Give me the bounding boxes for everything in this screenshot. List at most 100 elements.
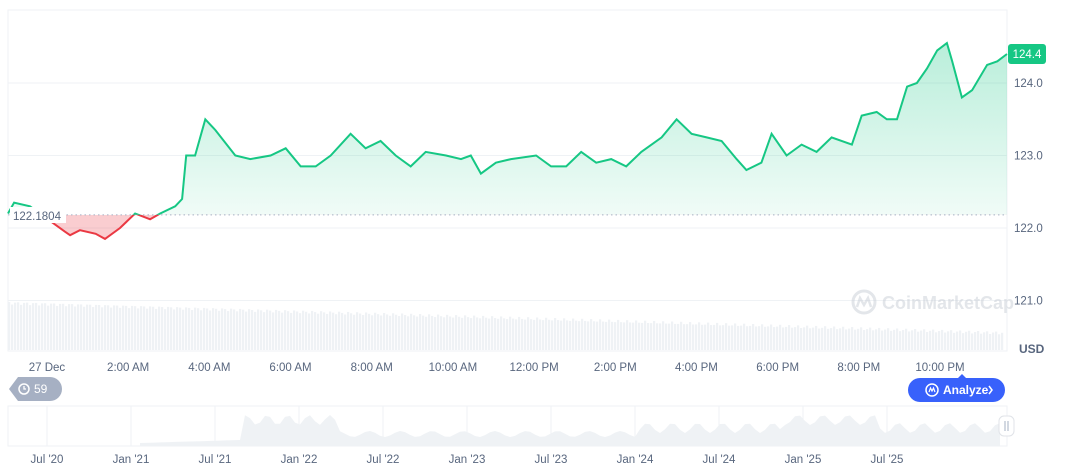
volume-bar <box>380 315 383 350</box>
volume-bar <box>248 309 251 350</box>
volume-bar <box>206 308 209 350</box>
volume-bar <box>413 315 416 350</box>
volume-bar <box>536 317 539 350</box>
navigator-tick-label: Jul '21 <box>199 454 232 466</box>
volume-bar <box>650 323 653 350</box>
volume-bar <box>629 322 632 350</box>
volume-bar <box>329 311 332 350</box>
analyze-icon <box>925 383 939 397</box>
volume-bar <box>482 315 485 350</box>
volume-bar <box>980 333 983 350</box>
volume-bar <box>167 306 170 350</box>
volume-bar <box>17 302 20 350</box>
volume-bar <box>326 313 329 350</box>
volume-bar <box>179 307 182 350</box>
volume-bar <box>995 331 998 350</box>
volume-bar <box>293 310 296 350</box>
x-tick-label: 2:00 AM <box>107 362 149 374</box>
volume-bar <box>746 326 749 350</box>
volume-bar <box>401 313 404 350</box>
volume-bar <box>518 316 521 350</box>
navigator[interactable]: Jul '20 Jan '21 Jul '21 Jan '22 Jul '22 Jan '… <box>7 405 1015 466</box>
volume-bar <box>344 314 347 350</box>
volume-bar <box>893 329 896 350</box>
volume-bar <box>812 327 815 350</box>
x-tick-label: 12:00 PM <box>509 362 558 374</box>
navigator-handle[interactable] <box>998 415 1015 437</box>
volume-bar <box>365 312 368 350</box>
volume-bar <box>467 317 470 350</box>
volume-bar <box>923 329 926 350</box>
volume-bar <box>857 328 860 350</box>
volume-bar <box>497 318 500 350</box>
volume-bar <box>515 319 518 350</box>
volume-bar <box>878 327 881 350</box>
volume-bar <box>14 302 17 350</box>
volume-bar <box>539 319 542 350</box>
volume-bar <box>113 305 116 350</box>
volume-bar <box>68 304 71 350</box>
x-tick-label: 6:00 AM <box>269 362 311 374</box>
volume-bar <box>377 314 380 350</box>
volume-bar <box>836 329 839 350</box>
x-tick-label: 2:00 PM <box>594 362 637 374</box>
history-badge[interactable]: 59 <box>9 377 62 401</box>
volume-bar <box>524 319 527 350</box>
volume-bar <box>359 313 362 350</box>
volume-bar <box>587 321 590 350</box>
volume-bar <box>845 329 848 350</box>
volume-bar <box>914 329 917 350</box>
volume-bar <box>734 323 737 350</box>
volume-bar <box>269 310 272 350</box>
volume-bar <box>683 324 686 350</box>
volume-bar <box>185 307 188 350</box>
volume-bar <box>626 320 629 350</box>
volume-bar <box>530 319 533 350</box>
volume-bar <box>461 317 464 350</box>
volume-bar <box>107 305 110 350</box>
volume-bar <box>485 317 488 350</box>
volume-bar <box>371 315 374 350</box>
volume-bar <box>374 312 377 350</box>
navigator-tick-label: Jul '20 <box>31 454 64 466</box>
volume-bar <box>761 324 764 350</box>
volume-bar <box>797 325 800 350</box>
volume-bar <box>572 318 575 350</box>
volume-bar <box>500 316 503 350</box>
volume-bar <box>335 314 338 350</box>
volume-bar <box>77 304 80 350</box>
volume-bar <box>266 309 269 350</box>
volume-bar <box>647 323 650 350</box>
volume-bar <box>818 328 821 350</box>
volume-bar <box>581 318 584 350</box>
volume-bar <box>614 322 617 350</box>
volume-bar <box>470 318 473 350</box>
volume-bar <box>974 332 977 350</box>
volume-bar <box>941 329 944 350</box>
volume-bar <box>41 303 44 350</box>
volume-bar <box>197 308 200 350</box>
volume-bar <box>11 304 14 350</box>
svg-text:CoinMarketCap: CoinMarketCap <box>882 293 1014 313</box>
volume-bar <box>86 304 89 350</box>
volume-bar <box>842 326 845 350</box>
analyze-button[interactable]: Analyze <box>908 374 1005 402</box>
volume-bar <box>503 318 506 350</box>
volume-bar <box>929 330 932 350</box>
volume-bar <box>722 325 725 350</box>
volume-bar <box>257 309 260 350</box>
volume-bar <box>986 331 989 350</box>
volume-bar <box>146 308 149 350</box>
volume-bar <box>245 311 248 350</box>
volume-bar <box>410 313 413 350</box>
volume-bar <box>182 309 185 350</box>
svg-text:Analyze: Analyze <box>943 383 989 397</box>
volume-bar <box>92 307 95 350</box>
volume-bar <box>533 319 536 350</box>
volume-bar <box>155 308 158 350</box>
volume-bar <box>719 325 722 350</box>
volume-bar <box>125 305 128 350</box>
volume-bar <box>950 330 953 350</box>
volume-bar <box>437 314 440 350</box>
